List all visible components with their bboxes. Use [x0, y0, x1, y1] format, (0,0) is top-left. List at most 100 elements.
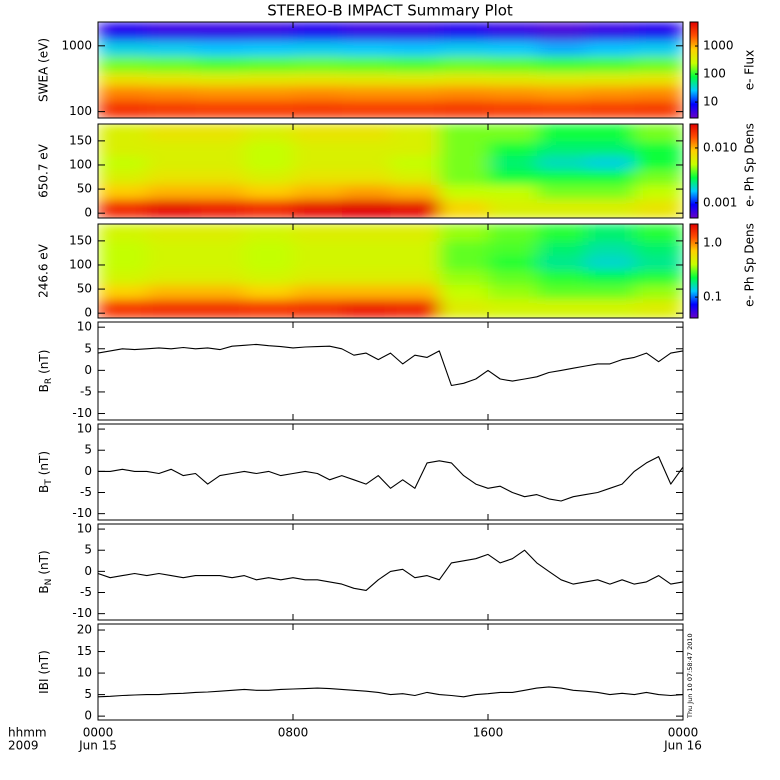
- spectrogram-cell: [634, 56, 683, 73]
- colorbar: [689, 21, 699, 119]
- spectrogram-cell: [390, 140, 440, 156]
- spectrogram-cell: [195, 169, 245, 185]
- spectrogram-cell: [98, 198, 148, 218]
- spectrogram-cell: [341, 124, 392, 142]
- spectrogram-cell: [585, 155, 635, 171]
- spectrogram-cells: [98, 22, 683, 118]
- spectrogram-cell: [98, 71, 148, 87]
- y-axis-label-unit: (nT): [37, 350, 51, 374]
- spectrogram-cell: [390, 155, 440, 171]
- spectrogram-cell: [195, 155, 245, 171]
- spectrogram-cell: [293, 240, 343, 256]
- spectrogram-cell: [244, 184, 294, 200]
- y-axis-label-sub: R: [44, 378, 54, 384]
- spectrogram-cell: [146, 269, 197, 285]
- spectrogram-cell: [488, 269, 538, 285]
- spectrogram-cell: [536, 22, 587, 42]
- panel-frame: [97, 123, 684, 219]
- y-tick-label: -5: [80, 485, 92, 499]
- spectrogram-cell: [536, 198, 587, 218]
- data-line: [98, 456, 684, 502]
- spectrogram-cell: [244, 124, 294, 142]
- spectrogram-cell: [98, 255, 148, 271]
- spectrogram-cell: [390, 269, 440, 285]
- spectrogram-cell: [244, 169, 294, 185]
- spectrogram-cell: [488, 124, 538, 142]
- spectrogram-cell: [341, 269, 392, 285]
- spectrogram-cell: [293, 155, 343, 171]
- y-axis-label-unit: (nT): [37, 650, 51, 674]
- spectrogram-cell: [293, 85, 343, 101]
- spectrogram-cell: [146, 184, 197, 200]
- y-tick-label: 5: [84, 341, 92, 355]
- spectrogram-cell: [536, 124, 587, 142]
- y-tick-label: 100: [69, 157, 92, 171]
- spectrogram-cell: [439, 240, 489, 256]
- spectrogram-cell: [293, 124, 343, 142]
- spectrogram-cell: [146, 284, 197, 300]
- spectrogram-cell: [439, 284, 489, 300]
- spectrogram-cell: [293, 40, 343, 57]
- spectrogram-cell: [439, 198, 489, 218]
- spectrogram-cell: [195, 298, 245, 318]
- spectrogram-cell: [536, 56, 587, 73]
- spectrogram-cell: [195, 198, 245, 218]
- spectrogram-cell: [341, 169, 392, 185]
- spectrogram-cell: [634, 198, 683, 218]
- spectrogram-cell: [195, 284, 245, 300]
- spectrogram-cell: [634, 184, 683, 200]
- spectrogram-cell: [439, 298, 489, 318]
- y-tick-label: 150: [69, 133, 92, 147]
- spectrogram-cell: [585, 298, 635, 318]
- spectrogram-cell: [341, 140, 392, 156]
- panel-frame: [97, 21, 684, 119]
- spectrogram-cell: [439, 140, 489, 156]
- spectrogram-cell: [146, 155, 197, 171]
- spectrogram-cell: [244, 155, 294, 171]
- spectrogram-cell: [536, 40, 587, 57]
- spectrogram-cell: [634, 155, 683, 171]
- y-tick-label: 20: [77, 623, 92, 637]
- spectrogram-cell: [439, 169, 489, 185]
- spectrogram-cell: [293, 100, 343, 118]
- spectrogram-cell: [244, 224, 294, 242]
- spectrogram-cell: [146, 240, 197, 256]
- spectrogram: [98, 224, 683, 318]
- spectrogram-cell: [488, 298, 538, 318]
- spectrogram-cell: [98, 155, 148, 171]
- spectrogram-cell: [293, 56, 343, 73]
- colorbar-tick-label: 0.010: [703, 140, 737, 154]
- y-tick-label: -5: [80, 585, 92, 599]
- spectrogram-cell: [195, 40, 245, 57]
- spectrogram-cell: [536, 255, 587, 271]
- spectrogram-cell: [634, 124, 683, 142]
- spectrogram-cell: [98, 224, 148, 242]
- spectrogram-cells: [98, 224, 683, 318]
- data-line: [97, 549, 684, 591]
- spectrogram-cell: [244, 40, 294, 57]
- spectrogram-cell: [98, 298, 148, 318]
- data-line: [97, 343, 684, 387]
- spectrogram-cell: [439, 155, 489, 171]
- spectrogram-cell: [98, 140, 148, 156]
- spectrogram-cell: [634, 269, 683, 285]
- panel-frame: [97, 523, 684, 621]
- spectrogram-cell: [98, 184, 148, 200]
- colorbar-tick-label: 0.001: [703, 195, 737, 209]
- spectrogram-cell: [244, 100, 294, 118]
- y-axis-label-base: B: [37, 485, 51, 493]
- timestamp: Thu Jun 10 07:58:47 2010: [686, 633, 694, 719]
- spectrogram-cell: [146, 298, 197, 318]
- spectrogram-cell: [293, 169, 343, 185]
- spectrogram-cell: [439, 22, 489, 42]
- spectrogram-cell: [439, 124, 489, 142]
- spectrogram-cell: [341, 240, 392, 256]
- spectrogram-cell: [634, 71, 683, 87]
- spectrogram-cell: [293, 198, 343, 218]
- panel-frame: [97, 423, 684, 521]
- spectrogram-cell: [488, 255, 538, 271]
- spectrogram-cell: [585, 85, 635, 101]
- y-tick-label: 0: [84, 306, 92, 320]
- spectrogram-cell: [439, 184, 489, 200]
- y-tick-label: -10: [72, 406, 92, 420]
